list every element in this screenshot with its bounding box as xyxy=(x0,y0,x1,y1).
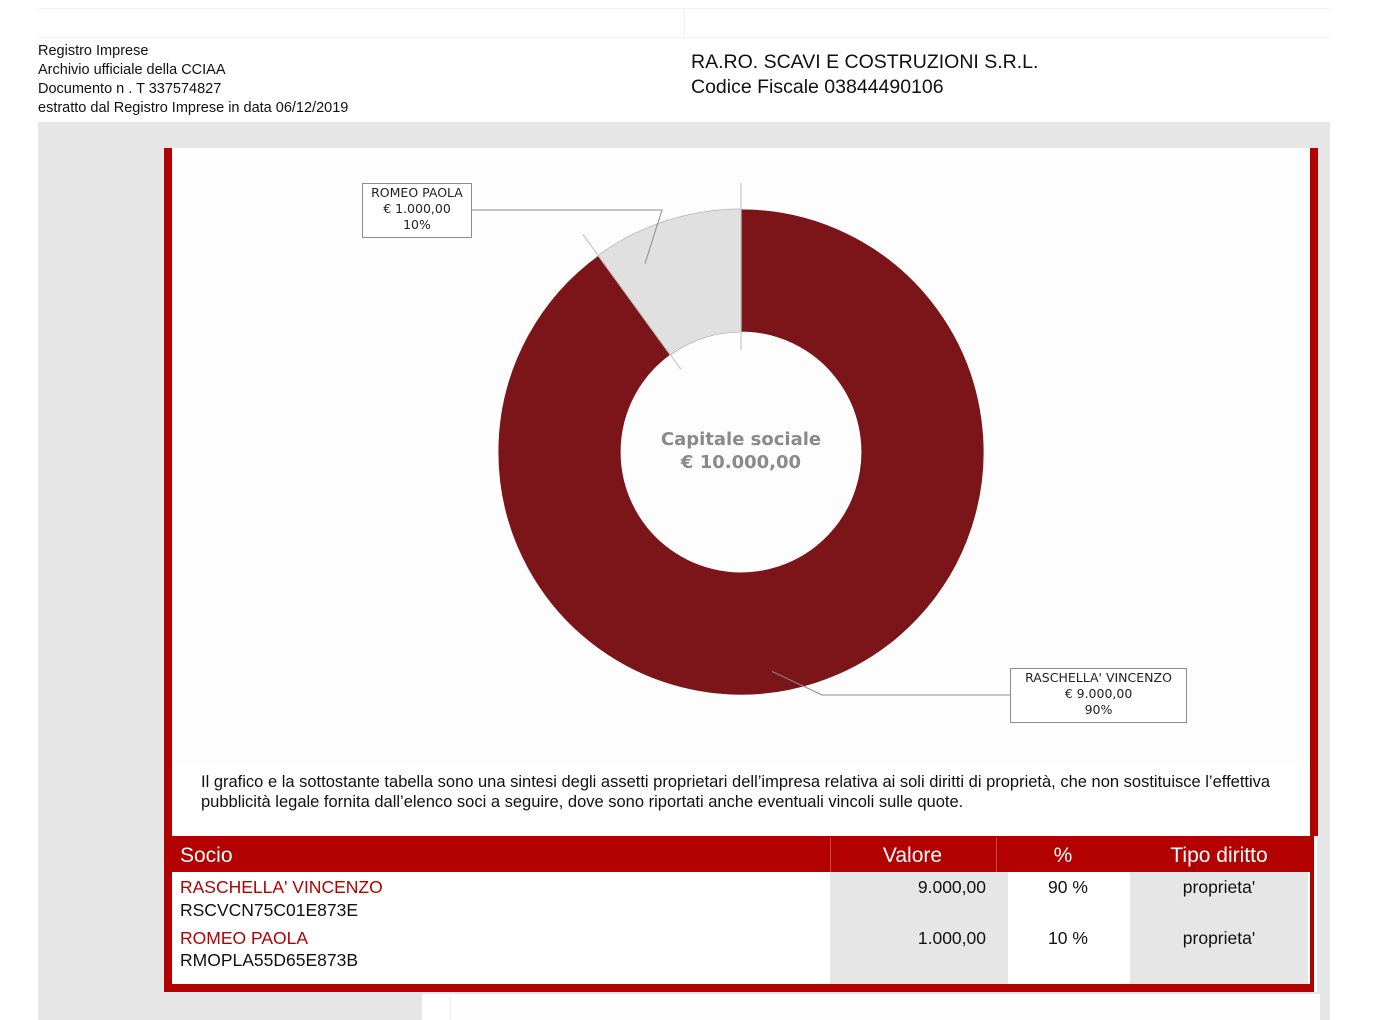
socio-percent: 90 % xyxy=(1048,877,1088,897)
leader-line-romeo xyxy=(472,209,663,264)
socio-name: RASCHELLA' VINCENZO xyxy=(180,877,383,897)
company-info: RA.RO. SCAVI E COSTRUZIONI S.R.L. Codice… xyxy=(691,50,1038,100)
label-raschella-value: € 9.000,00 xyxy=(1064,686,1133,701)
center-label-title: Capitale sociale xyxy=(660,429,822,450)
header-tipo-diritto: Tipo diritto xyxy=(1170,844,1268,867)
label-romeo: ROMEO PAOLA € 1.000,00 10% xyxy=(362,183,472,238)
label-raschella-name: RASCHELLA' VINCENZO xyxy=(1025,670,1172,685)
slice-raschella xyxy=(497,208,985,696)
registry-title: Registro Imprese xyxy=(38,43,149,59)
header-socio: Socio xyxy=(180,844,233,867)
table-row: ROMEO PAOLA RMOPLA55D65E873B 1.000,00 10… xyxy=(0,928,1392,980)
table-header: Socio Valore % Tipo diritto xyxy=(168,836,1314,872)
socio-percent: 10 % xyxy=(1048,928,1088,948)
disclaimer-note: Il grafico e la sottostante tabella sono… xyxy=(201,773,1271,811)
center-label-total: € 10.000,00 xyxy=(680,452,802,473)
panel-frame-bottom xyxy=(164,984,1314,992)
header-valore: Valore xyxy=(882,844,943,867)
label-raschella-percent: 90% xyxy=(1084,702,1113,717)
codice-fiscale: Codice Fiscale 03844490106 xyxy=(691,76,944,98)
company-name: RA.RO. SCAVI E COSTRUZIONI S.R.L. xyxy=(691,51,1039,73)
document-info: Registro Imprese Archivio ufficiale dell… xyxy=(38,42,348,118)
tipo-column-bg xyxy=(1130,872,1308,984)
label-romeo-value: € 1.000,00 xyxy=(383,201,451,216)
panel-frame-left xyxy=(164,148,172,992)
label-raschella: RASCHELLA' VINCENZO € 9.000,00 90% xyxy=(1010,668,1187,723)
header-divider xyxy=(830,838,831,872)
donut-center-label: Capitale sociale € 10.000,00 xyxy=(621,428,861,474)
socio-valore: 9.000,00 xyxy=(917,877,986,897)
socio-name: ROMEO PAOLA xyxy=(180,928,309,948)
slice-split-line xyxy=(582,234,682,370)
socio-tipo-diritto: proprieta' xyxy=(1182,877,1256,897)
label-romeo-name: ROMEO PAOLA xyxy=(371,185,463,200)
label-romeo-percent: 10% xyxy=(403,217,431,232)
next-section-stub-inner xyxy=(450,996,1320,1020)
table-row: RASCHELLA' VINCENZO RSCVCN75C01E873E 9.0… xyxy=(0,877,1392,929)
top-strip-divider xyxy=(684,9,685,39)
extraction-date: estratto dal Registro Imprese in data 06… xyxy=(38,100,349,116)
header-percent: % xyxy=(1053,844,1073,867)
socio-codice-fiscale: RSCVCN75C01E873E xyxy=(180,900,359,920)
top-strip xyxy=(38,8,1330,39)
header-divider xyxy=(996,838,997,872)
socio-codice-fiscale: RMOPLA55D65E873B xyxy=(180,950,359,970)
panel-frame-right xyxy=(1310,148,1318,836)
valore-column-bg xyxy=(830,872,1008,984)
panel-frame-right-lower xyxy=(1310,836,1314,992)
socio-tipo-diritto: proprieta' xyxy=(1182,928,1256,948)
archive-label: Archivio ufficiale della CCIAA xyxy=(38,62,226,78)
socio-valore: 1.000,00 xyxy=(917,928,986,948)
leader-line-raschella xyxy=(771,670,1010,696)
document-number: Documento n . T 337574827 xyxy=(38,81,222,97)
